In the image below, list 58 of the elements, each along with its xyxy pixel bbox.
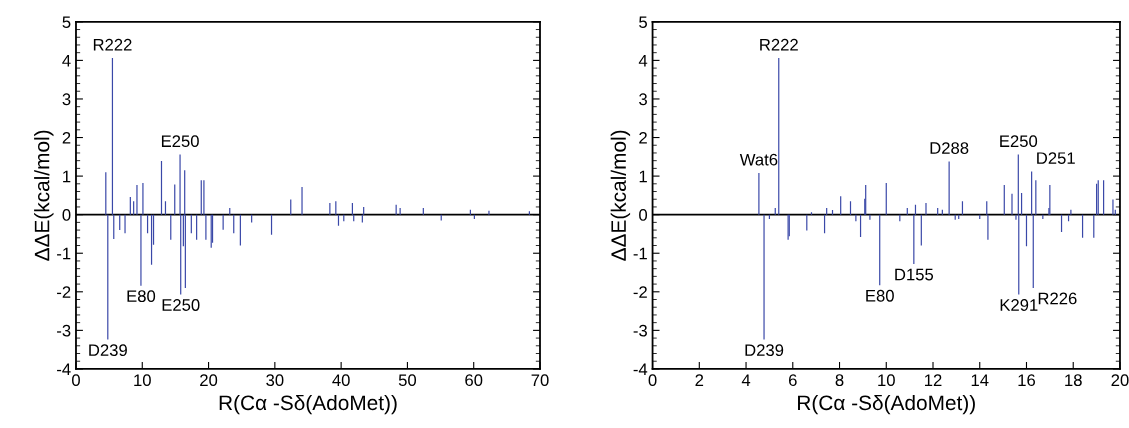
- annotation: E80: [866, 289, 894, 302]
- x-tick-label: 60: [465, 374, 483, 387]
- x-tick-label: 18: [1065, 374, 1082, 387]
- y-tick-label: -3: [633, 324, 647, 337]
- y-tick-label: -1: [57, 247, 71, 260]
- x-tick-label: 8: [835, 374, 844, 387]
- y-tick-label: -2: [633, 286, 647, 298]
- x-tick-label: 10: [134, 374, 151, 387]
- annotation: Wat6: [739, 153, 778, 166]
- y-tick-label: -2: [57, 286, 71, 298]
- x-tick-label: 70: [531, 374, 549, 387]
- annotation: R222: [93, 38, 132, 51]
- x-tick-label: 40: [332, 374, 350, 387]
- annotation: D288: [930, 142, 969, 154]
- y-tick-label: 0: [62, 209, 71, 221]
- annotation: E250: [1000, 135, 1038, 148]
- annotation: D239: [89, 344, 127, 357]
- y-tick-label: 0: [639, 209, 648, 221]
- y-tick-label: 1: [639, 170, 647, 183]
- annotation: E250: [162, 299, 200, 311]
- x-tick-label: 6: [789, 374, 797, 387]
- x-tick-label: 16: [1018, 374, 1036, 387]
- annotation: R222: [760, 38, 798, 51]
- x-tick-label: 14: [971, 374, 989, 386]
- y-tick-label: -4: [57, 363, 71, 375]
- x-tick-label: 30: [266, 374, 284, 387]
- y-tick-label: 1: [63, 170, 71, 183]
- x-axis-title: R(Cα -Sδ(AdoMet)): [798, 394, 975, 415]
- y-axis-title: ΔΔE(kcal/mol): [34, 130, 54, 261]
- x-tick-label: 20: [1111, 374, 1129, 387]
- y-tick-label: 3: [62, 93, 71, 106]
- y-tick-label: 3: [639, 93, 647, 106]
- y-tick-label: 2: [62, 131, 71, 144]
- annotation: E80: [127, 290, 156, 303]
- x-tick-label: 20: [200, 374, 218, 387]
- x-tick-label: 4: [741, 374, 751, 386]
- x-tick-label: 12: [925, 374, 942, 386]
- y-tick-label: 2: [639, 131, 647, 144]
- y-tick-label: -3: [57, 324, 71, 337]
- x-tick-label: 10: [878, 374, 895, 387]
- y-tick-label: -4: [633, 363, 648, 375]
- y-tick-label: 4: [638, 54, 648, 67]
- annotation: K291: [1000, 299, 1038, 311]
- annotation: R226: [1038, 292, 1077, 305]
- y-tick-label: 5: [639, 16, 647, 29]
- annotation: D155: [895, 268, 934, 281]
- y-tick-label: 4: [62, 54, 71, 67]
- y-tick-label: -1: [633, 247, 647, 260]
- y-axis-title: ΔΔE(kcal/mol): [610, 130, 631, 261]
- annotation: D251: [1037, 152, 1075, 165]
- x-tick-label: 50: [398, 374, 417, 387]
- annotation: E250: [161, 135, 199, 148]
- x-axis-title: R(Cα -Sδ(AdoMet)): [219, 394, 397, 415]
- x-tick-label: 0: [648, 374, 657, 387]
- y-tick-label: 5: [62, 16, 71, 29]
- x-tick-label: 0: [72, 374, 80, 387]
- x-tick-label: 2: [695, 374, 704, 386]
- annotation: D239: [745, 344, 784, 357]
